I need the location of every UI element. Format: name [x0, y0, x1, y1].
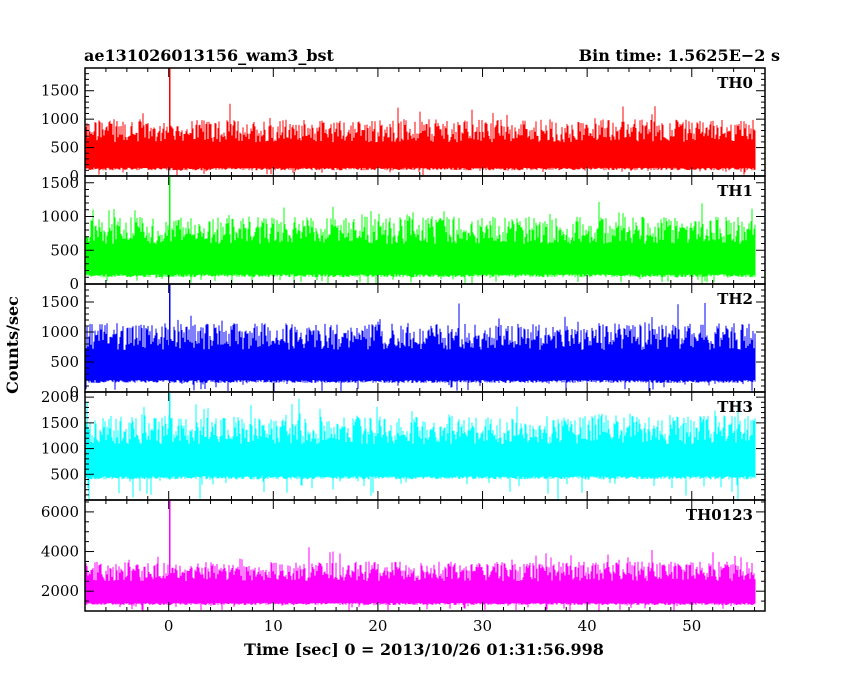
y-tick-label: 500 — [50, 139, 79, 157]
series-th0 — [84, 103, 756, 176]
panel-th0123: 2000 4000 6000 TH0123 — [41, 499, 766, 612]
y-tick-label: 500 — [50, 465, 79, 483]
x-axis-label: Time [sec] 0 = 2013/10/26 01:31:56.998 — [244, 640, 604, 659]
y-tick-label: 500 — [50, 241, 79, 259]
panel-frame — [84, 499, 766, 612]
y-tick-label: 1500 — [41, 82, 79, 100]
y-axis-label: Counts/sec — [3, 296, 22, 394]
y-tick-label: 500 — [50, 353, 79, 371]
y-tick-label: 1000 — [41, 208, 79, 226]
y-tick-label: 2000 — [41, 582, 79, 600]
y-tick-label: 1000 — [41, 110, 79, 128]
panel-name-th0123: TH0123 — [686, 506, 753, 524]
y-tick-label: 0 — [69, 275, 79, 293]
series-th1 — [84, 201, 756, 284]
x-tick-label: 10 — [264, 617, 283, 635]
panel-th2: 0 500 1000 1500 TH2 — [41, 283, 766, 401]
panel-name-th0: TH0 — [717, 74, 753, 92]
panel-name-th3: TH3 — [717, 398, 753, 416]
x-tick-label: 40 — [578, 617, 597, 635]
header-bin-time: Bin time: 1.5625E−2 s — [579, 46, 780, 65]
x-tick-label: 50 — [682, 617, 701, 635]
y-tick-label: 0 — [69, 167, 79, 185]
y-tick-label: 2000 — [41, 388, 79, 406]
panel-th3: 500 1000 1500 2000 TH3 — [41, 388, 766, 501]
y-tick-label: 1500 — [41, 174, 79, 192]
series-th2 — [84, 303, 756, 392]
x-tick-label: 0 — [164, 617, 174, 635]
panel-name-th2: TH2 — [717, 290, 753, 308]
x-tick-label: 30 — [473, 617, 492, 635]
series-th3 — [84, 398, 756, 500]
panel-name-th1: TH1 — [717, 182, 753, 200]
series-th0123 — [84, 547, 756, 611]
y-tick-label: 0 — [69, 383, 79, 401]
y-tick-label: 1500 — [41, 293, 79, 311]
y-tick-label: 1000 — [41, 440, 79, 458]
y-tick-label: 6000 — [41, 503, 79, 521]
x-tick-label: 20 — [368, 617, 387, 635]
y-tick-label: 1500 — [41, 414, 79, 432]
y-tick-label: 4000 — [41, 543, 79, 561]
panel-th0: 0 500 1000 1500 TH0 — [41, 67, 766, 185]
y-tick-label: 1000 — [41, 323, 79, 341]
panel-th1: 0 500 1000 1500 TH1 — [41, 174, 766, 293]
header-left-title: ae131026013156_wam3_bst — [84, 46, 335, 65]
